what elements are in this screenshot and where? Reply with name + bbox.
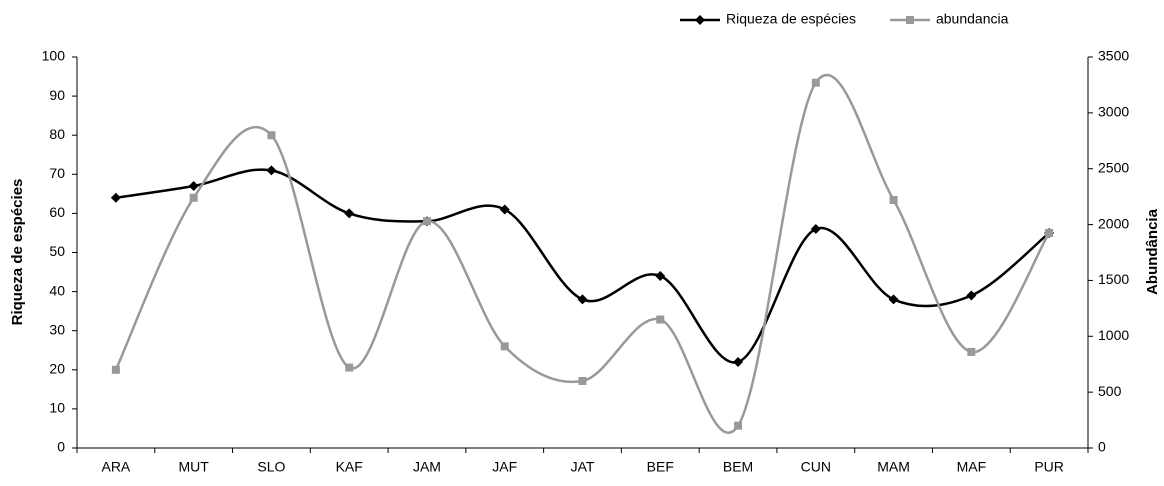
x-tick-label: JAF — [492, 459, 517, 475]
x-tick-label: PUR — [1034, 459, 1064, 475]
data-point — [888, 294, 899, 305]
data-point — [733, 356, 744, 367]
data-point — [889, 195, 898, 204]
x-tick-label: ARA — [101, 459, 130, 475]
data-point — [345, 363, 354, 372]
x-tick-label: MUT — [178, 459, 209, 475]
y2-tick-label: 1500 — [1098, 271, 1129, 287]
y-tick-label: 100 — [42, 48, 66, 64]
legend-label: Riqueza de espécies — [726, 11, 856, 27]
data-point — [267, 131, 276, 140]
data-point — [578, 376, 587, 385]
data-point — [500, 342, 509, 351]
data-point — [811, 78, 820, 87]
y-tick-label: 70 — [49, 165, 65, 181]
y-tick-label: 20 — [49, 361, 65, 377]
y2-tick-label: 2500 — [1098, 159, 1129, 175]
y-axis-label: Riqueza de espécies — [9, 179, 26, 326]
y-tick-label: 10 — [49, 400, 65, 416]
x-tick-label: JAM — [413, 459, 441, 475]
data-point — [110, 192, 121, 203]
y2-tick-label: 3000 — [1098, 104, 1129, 120]
x-tick-label: KAF — [336, 459, 363, 475]
data-point — [577, 294, 588, 305]
data-point — [344, 208, 355, 219]
x-tick-label: BEM — [723, 459, 753, 475]
legend-marker — [905, 16, 914, 24]
data-point — [656, 315, 665, 324]
x-tick-label: MAM — [877, 459, 910, 475]
data-point — [499, 204, 510, 215]
x-tick-label: MAF — [957, 459, 987, 475]
y-tick-label: 80 — [49, 126, 65, 142]
data-point — [655, 270, 666, 281]
legend-marker — [695, 15, 705, 25]
data-point — [422, 217, 431, 226]
data-point — [967, 347, 976, 356]
data-point — [966, 290, 977, 301]
data-point — [189, 193, 198, 202]
data-point — [111, 365, 120, 374]
y-tick-label: 40 — [49, 282, 65, 298]
y2-axis-label: Abundância — [1144, 208, 1161, 294]
data-point — [188, 181, 199, 192]
y-tick-label: 60 — [49, 204, 65, 220]
y2-tick-label: 0 — [1098, 439, 1106, 455]
y-tick-label: 30 — [49, 321, 65, 337]
data-point — [734, 421, 743, 430]
data-point — [810, 224, 821, 235]
y2-tick-label: 1000 — [1098, 327, 1129, 343]
x-tick-label: BEF — [647, 459, 674, 475]
y-tick-label: 90 — [49, 87, 65, 103]
x-tick-label: SLO — [257, 459, 285, 475]
y2-tick-label: 2000 — [1098, 215, 1129, 231]
y2-tick-label: 3500 — [1098, 48, 1129, 64]
x-tick-label: CUN — [801, 459, 831, 475]
series-line — [115, 168, 1050, 364]
y-tick-label: 0 — [57, 439, 65, 455]
y-tick-label: 50 — [49, 243, 65, 259]
data-point — [1045, 228, 1054, 237]
y2-tick-label: 500 — [1098, 383, 1122, 399]
data-point — [266, 165, 277, 176]
x-tick-label: JAT — [571, 459, 595, 475]
legend-label: abundancia — [936, 11, 1009, 27]
